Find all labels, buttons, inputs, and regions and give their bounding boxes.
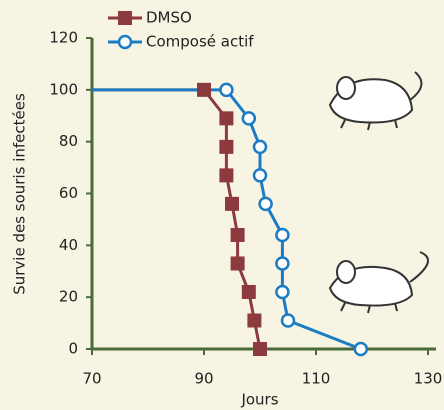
legend-marker [118, 11, 132, 25]
y-tick-label: 120 [49, 29, 78, 47]
marker [220, 84, 232, 96]
mouse-icon [330, 252, 428, 313]
y-tick-label: 60 [59, 184, 78, 202]
marker [219, 111, 233, 125]
x-tick-label: 130 [414, 370, 443, 388]
chart: Survie des souris infectées Jours 0 20 40 6… [0, 0, 444, 410]
mouse-icon [330, 72, 421, 130]
y-tick-label: 0 [68, 340, 78, 358]
marker [253, 342, 267, 356]
y-axis-label: Survie des souris infectées [11, 93, 29, 295]
x-tick-label: 110 [302, 370, 331, 388]
y-tick-label: 80 [59, 132, 78, 150]
x-axis-label: Jours [240, 391, 278, 409]
y-tick-label: 20 [59, 288, 78, 306]
marker [243, 112, 255, 124]
legend-marker [119, 36, 131, 48]
marker [254, 141, 266, 153]
marker [260, 198, 272, 210]
legend-label: Composé actif [146, 33, 254, 51]
marker [219, 140, 233, 154]
marker [247, 313, 261, 327]
legend-label: DMSO [146, 9, 192, 27]
marker [197, 83, 211, 97]
marker [276, 286, 288, 298]
y-tick-label: 40 [59, 236, 78, 254]
series-line [92, 90, 260, 349]
marker [225, 197, 239, 211]
marker [231, 256, 245, 270]
marker [242, 285, 256, 299]
marker [282, 314, 294, 326]
marker [231, 228, 245, 242]
y-tick-label: 100 [49, 80, 78, 98]
marker [276, 257, 288, 269]
marker [254, 169, 266, 181]
marker [355, 343, 367, 355]
marker [219, 168, 233, 182]
x-tick-label: 90 [194, 370, 213, 388]
x-tick-label: 70 [82, 370, 101, 388]
marker [276, 229, 288, 241]
